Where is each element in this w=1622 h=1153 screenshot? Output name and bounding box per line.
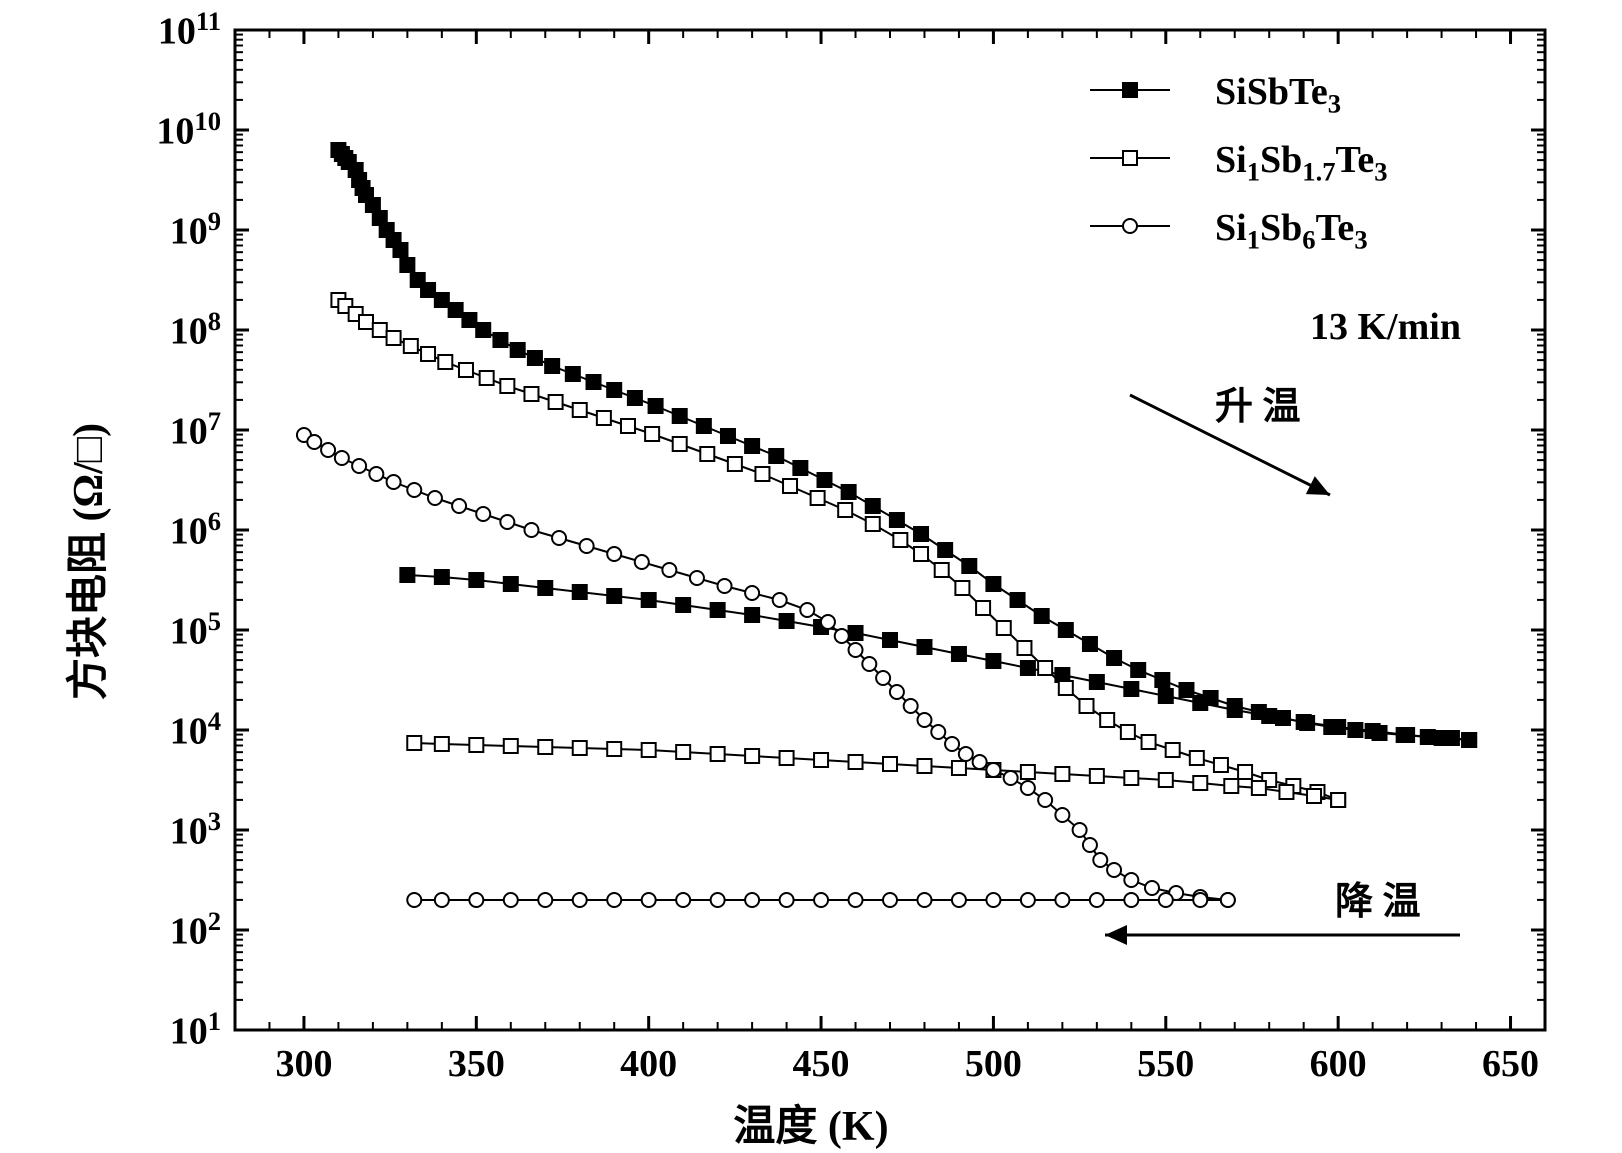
legend-item-label: Si1Sb6Te3 (1215, 206, 1368, 256)
x-tick-label: 600 (1288, 1042, 1388, 1086)
y-axis-label: 方块电阻 (Ω/□) (54, 423, 115, 700)
y-tick-label: 106 (101, 506, 221, 554)
annotation-text: 13 K/min (1310, 305, 1461, 349)
y-tick-label: 109 (101, 206, 221, 254)
annotation-text: 升 温 (1215, 375, 1301, 430)
x-tick-label: 400 (599, 1042, 699, 1086)
y-tick-label: 104 (101, 706, 221, 754)
x-tick-label: 450 (771, 1042, 871, 1086)
legend-item-label: Si1Sb1.7Te3 (1215, 138, 1388, 188)
x-tick-label: 300 (254, 1042, 354, 1086)
x-tick-label: 650 (1461, 1042, 1561, 1086)
annotation-text: 降 温 (1335, 870, 1421, 925)
y-tick-label: 103 (101, 806, 221, 854)
y-tick-label: 1010 (101, 106, 221, 154)
legend-item-label: SiSbTe3 (1215, 70, 1341, 120)
x-axis-label: 温度 (K) (0, 1092, 1622, 1153)
y-tick-label: 101 (101, 1006, 221, 1054)
x-tick-label: 350 (426, 1042, 526, 1086)
x-tick-label: 550 (1116, 1042, 1216, 1086)
y-tick-label: 107 (101, 406, 221, 454)
y-tick-label: 1011 (101, 6, 221, 54)
chart-container: 温度 (K) 方块电阻 (Ω/□) 3003504004505005506006… (0, 0, 1622, 1135)
x-tick-label: 500 (943, 1042, 1043, 1086)
y-tick-label: 102 (101, 906, 221, 954)
y-tick-label: 108 (101, 306, 221, 354)
y-tick-label: 105 (101, 606, 221, 654)
